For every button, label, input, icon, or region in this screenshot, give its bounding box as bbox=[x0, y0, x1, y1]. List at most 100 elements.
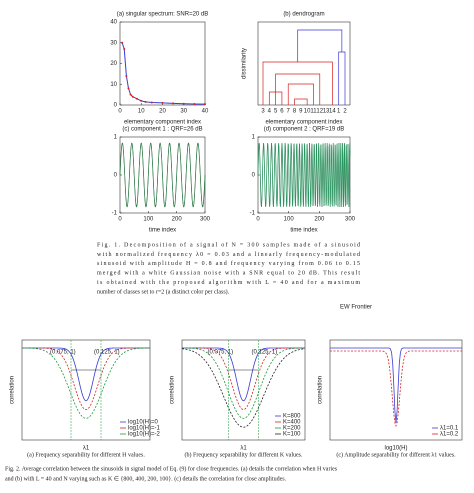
correlation-curve bbox=[21, 347, 151, 419]
plot-frame bbox=[21, 339, 151, 441]
x-tick-label: 100 bbox=[143, 217, 154, 223]
legend-label: K=100 bbox=[283, 432, 301, 438]
y-tick-label: 1 bbox=[252, 135, 256, 141]
correlation-curve bbox=[181, 348, 306, 428]
legend-label: K=400 bbox=[283, 420, 301, 426]
plot-frame bbox=[119, 21, 206, 106]
spectrum-point bbox=[127, 87, 130, 90]
panel-title: (b) dendrogram bbox=[283, 12, 324, 18]
dendrogram-link bbox=[262, 61, 333, 105]
y-axis-label: correlation bbox=[170, 376, 176, 404]
x-axis-label: time index bbox=[149, 228, 176, 234]
caption-line: is obtained with the proposed algorithm … bbox=[97, 279, 360, 286]
dendrogram-link bbox=[287, 83, 314, 105]
x-axis-label: λ1 bbox=[83, 446, 90, 452]
x-axis-label: λ1 bbox=[240, 446, 247, 452]
dendrogram-link bbox=[338, 51, 346, 105]
panel-title: (a) singular spectrum: SNR=20 dB bbox=[117, 12, 209, 18]
leaf-label: 4 bbox=[268, 109, 272, 115]
legend-label: K=800 bbox=[283, 414, 301, 420]
y-tick-label: 1 bbox=[114, 135, 118, 141]
dendrogram-link bbox=[268, 91, 283, 105]
x-axis-label: elementary component index bbox=[265, 120, 342, 126]
spectrum-point bbox=[125, 74, 128, 77]
spectrum-point bbox=[123, 47, 126, 50]
spectrum-point bbox=[144, 100, 147, 103]
legend-label: λ1=0.2 bbox=[440, 432, 459, 438]
spectrum-point bbox=[161, 101, 164, 104]
spectrum-point bbox=[121, 41, 124, 44]
y-tick-label: 20 bbox=[110, 61, 117, 67]
x-tick-label: 0 bbox=[118, 217, 122, 223]
y-tick-label: -1 bbox=[112, 211, 118, 217]
panel-title: (d) component 2 : QRF=19 dB bbox=[264, 127, 345, 133]
y-axis-label: correlation bbox=[10, 376, 16, 404]
correlation-curve bbox=[22, 347, 150, 402]
dendrogram-link bbox=[275, 73, 321, 105]
spectrum-point bbox=[150, 101, 153, 104]
x-tick-label: 0 bbox=[118, 109, 122, 115]
spectrum-point bbox=[204, 103, 206, 106]
leaf-label: 3 bbox=[261, 109, 265, 115]
caption-line: Fig. 2. Average correlation between the … bbox=[5, 465, 338, 472]
x-tick-label: 200 bbox=[172, 217, 183, 223]
leaf-label: 9 bbox=[299, 109, 303, 115]
legend-label: log10(H)=0 bbox=[128, 420, 159, 426]
dendrogram-link bbox=[297, 29, 343, 62]
spectrum-point bbox=[193, 102, 196, 105]
caption-line: with normalized frequency λ0 = 0.03 and … bbox=[97, 251, 360, 258]
correlation-curve bbox=[330, 350, 462, 428]
y-tick-label: 0 bbox=[114, 173, 118, 179]
leaf-label: 7 bbox=[287, 109, 291, 115]
correlation-curve bbox=[330, 347, 462, 423]
leaf-label: 6 bbox=[280, 109, 284, 115]
y-tick-label: 30 bbox=[110, 40, 117, 46]
component-trace bbox=[119, 142, 206, 208]
leaf-label: 12 bbox=[316, 109, 323, 115]
y-tick-label: 40 bbox=[110, 20, 117, 26]
legend-label: K=200 bbox=[283, 426, 301, 432]
x-tick-label: 0 bbox=[256, 217, 260, 223]
correlation-curve bbox=[182, 347, 305, 411]
point-annotation: (0.125, 1) bbox=[252, 350, 278, 356]
leaf-label: 13 bbox=[323, 109, 330, 115]
y-tick-label: -1 bbox=[250, 211, 256, 217]
point-annotation: (0.125, 1) bbox=[94, 350, 120, 356]
leaf-label: 5 bbox=[274, 109, 278, 115]
plot-frame bbox=[329, 339, 463, 441]
y-axis-label: dissimilarity bbox=[242, 48, 248, 79]
subcaption: (c) Amplitude separability for different… bbox=[336, 451, 456, 458]
x-axis-label: elementary component index bbox=[124, 120, 201, 126]
leaf-label: 10 bbox=[304, 109, 311, 115]
leaf-label: 8 bbox=[293, 109, 297, 115]
leaf-label: 14 bbox=[329, 109, 336, 115]
caption-line: sinusoid with amplitude H = 0.8 and freq… bbox=[97, 260, 360, 267]
correlation-curve bbox=[22, 347, 150, 411]
x-tick-label: 40 bbox=[202, 109, 209, 115]
x-tick-label: 30 bbox=[180, 109, 187, 115]
y-tick-label: 0 bbox=[114, 103, 118, 109]
panel-title: (c) component 1 : QRF=26 dB bbox=[122, 127, 202, 133]
spectrum-point bbox=[140, 99, 143, 102]
plot-frame bbox=[257, 21, 351, 106]
x-tick-label: 100 bbox=[284, 217, 295, 223]
legend-label: log10(H)=-1 bbox=[128, 426, 161, 432]
correlation-curve bbox=[181, 347, 306, 419]
caption-line: merged with a white Gaussian noise with … bbox=[97, 271, 360, 277]
dendrogram-link bbox=[294, 98, 308, 105]
spectrum-point bbox=[136, 97, 138, 100]
spectrum-point bbox=[129, 93, 132, 96]
x-tick-label: 300 bbox=[345, 217, 356, 223]
leaf-label: 2 bbox=[343, 109, 347, 115]
y-tick-label: 0 bbox=[252, 173, 256, 179]
x-tick-label: 20 bbox=[159, 109, 166, 115]
component-trace bbox=[257, 143, 351, 207]
leaf-label: 11 bbox=[310, 109, 317, 115]
subcaption: (a) Frequency separability for different… bbox=[27, 451, 145, 458]
y-axis-label: correlation bbox=[318, 376, 324, 404]
x-axis-label: time index bbox=[290, 228, 317, 234]
spectrum-line bbox=[121, 42, 206, 105]
caption-line: and (b) with L = 40 and N varying such a… bbox=[5, 475, 287, 482]
